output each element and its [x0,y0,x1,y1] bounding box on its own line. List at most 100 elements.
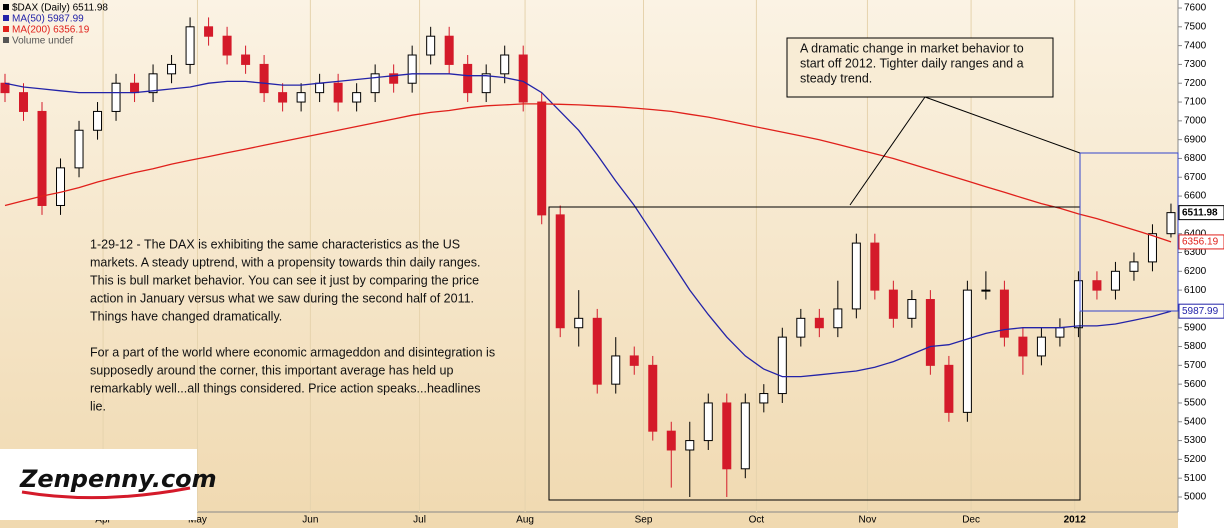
candle-body [740,402,750,470]
candle-body [666,430,676,451]
candle-body [555,214,565,329]
candle-body [1110,270,1120,291]
last-tag-label: 6356.19 [1182,237,1219,248]
annotation-text: 1-29-12 - The DAX is exhibiting the same… [90,237,460,251]
x-tick-label: Apr [95,515,111,526]
x-tick-label: Jul [413,515,426,526]
last-tag-label: 6511.98 [1182,207,1218,218]
annotation-text: This is bull market behavior. You can se… [90,273,479,287]
candle-body [703,402,713,442]
candle-body [56,167,66,206]
y-tick-label: 5300 [1184,435,1207,446]
legend-swatch [3,4,9,10]
x-tick-label: Nov [859,515,877,526]
y-tick-label: 5100 [1184,473,1207,484]
candle-body [777,336,787,395]
x-tick-label: 2012 [1064,515,1087,526]
candle-body [500,54,510,75]
y-tick-label: 6800 [1184,153,1207,164]
candle-body [851,242,861,310]
last-tag [1178,205,1224,221]
candle-body [722,402,732,470]
candle-body [241,54,251,65]
y-tick-label: 5900 [1184,322,1207,333]
y-tick-label: 5500 [1184,398,1207,409]
candle-body [759,393,769,404]
annotation-text: action in January versus what we saw dur… [90,291,474,305]
candle-body [19,92,29,112]
y-tick-label: 6700 [1184,172,1207,183]
ma-line [4,73,1172,378]
candle-body [518,54,528,103]
ma-line [4,103,1172,243]
x-tick-label: Aug [516,515,534,526]
x-tick-label: Dec [962,515,980,526]
x-tick-label: Oct [749,515,765,526]
candle-body [93,110,103,131]
candle-body [278,92,288,103]
candle-body [352,92,362,103]
candle-body [537,101,547,216]
candle-body [907,299,917,319]
candle-body [648,364,658,432]
y-tick-label: 5600 [1184,379,1207,390]
candle-body [204,26,214,37]
y-tick-label: 5400 [1184,416,1207,427]
y-tick-label: 7000 [1184,115,1207,126]
candle-body [611,355,621,385]
candle-body [999,289,1009,338]
annotation-text: markets. A steady uptrend, with a propen… [90,255,481,269]
y-tick-label: 5200 [1184,454,1207,465]
legend-entry: MA(50) 5987.99 [12,14,84,25]
candle-body [407,54,417,84]
y-tick-label: 6900 [1184,134,1207,145]
annotation-text: start off 2012. Tighter daily ranges and… [800,56,1024,70]
candle-body [814,317,824,329]
y-tick-label: 6200 [1184,266,1207,277]
candle-body [796,317,806,338]
candle-body [1055,327,1065,338]
candle-body [1073,280,1083,329]
candle-body [315,82,325,94]
y-tick-label: 6100 [1184,285,1207,296]
candle-body [574,317,584,329]
y-tick-label: 5000 [1184,492,1207,503]
legend-entry: Volume undef [12,36,73,47]
candle-body [148,73,158,94]
annotation-text: steady trend. [800,71,872,85]
axis-panel [1178,0,1224,528]
logo-swoosh [21,486,191,500]
callout-line [924,96,1081,154]
annotation-text: Things have changed dramatically. [90,309,282,323]
callout-box [786,37,1054,98]
callout-line [849,96,926,206]
range-box [548,206,1081,501]
candle-body [962,289,972,413]
candle-body [925,299,935,366]
x-tick-label: May [188,515,207,526]
candle-body [944,364,954,413]
annotation-text: For a part of the world where economic a… [90,345,495,359]
last-tag [1178,234,1224,250]
legend-entry: $DAX (Daily) 6511.98 [12,3,108,14]
logo-box [0,449,197,520]
candle-body [130,82,140,94]
candle-body [37,110,47,206]
x-tick-label: Sep [635,515,653,526]
candle-body [888,289,898,319]
y-tick-label: 7100 [1184,97,1207,108]
candle-body [1092,280,1102,291]
candle-body [370,73,380,94]
candle-body [870,242,880,291]
y-tick-label: 7200 [1184,78,1207,89]
candle-body [296,92,306,103]
candle-body [481,73,491,94]
candle-body [1018,336,1028,357]
legend-swatch [3,37,9,43]
annotation-text: A dramatic change in market behavior to [800,41,1024,55]
y-tick-label: 6300 [1184,247,1207,258]
candle-body [1166,212,1176,235]
annotation-text: lie. [90,399,106,413]
legend-swatch [3,26,9,32]
